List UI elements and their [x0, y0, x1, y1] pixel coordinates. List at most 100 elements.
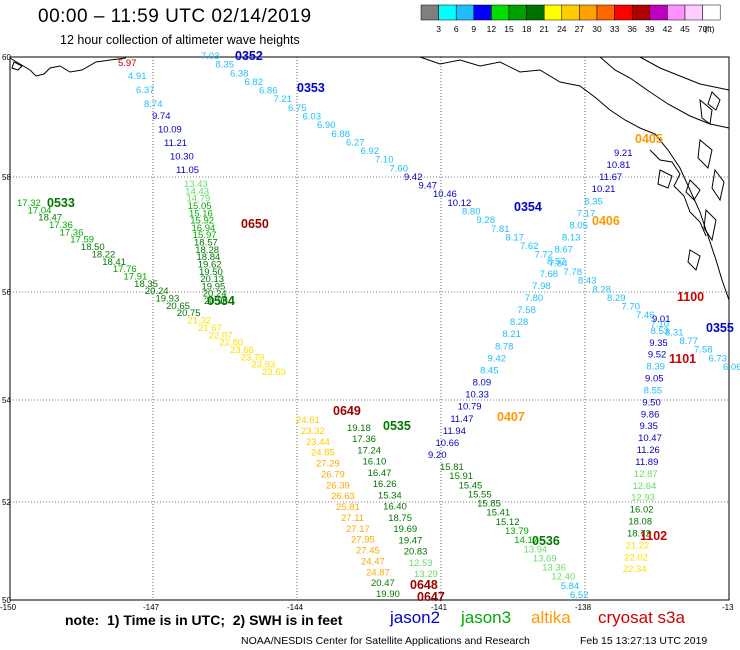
wave-value: 12.40 [551, 572, 575, 583]
track-label: 0354 [514, 200, 542, 214]
wave-value: 14.43 [185, 186, 209, 197]
track-label: 0649 [333, 404, 361, 418]
footer-note: note: 1) Time is in UTC; 2) SWH is in fe… [65, 612, 343, 628]
wave-value: 19.62 [198, 259, 222, 270]
wave-value: 15.16 [189, 208, 213, 219]
wave-value: 17.59 [70, 235, 94, 246]
wave-value: 8.45 [480, 365, 499, 376]
color-scale-label: 33 [610, 24, 620, 34]
wave-value: 8.57 [547, 257, 566, 268]
wave-value: 10.33 [465, 390, 489, 401]
wave-value: 11.47 [450, 414, 473, 425]
wave-value: 10.46 [433, 189, 457, 200]
wave-value: 10.66 [435, 438, 459, 449]
wave-value: 15.55 [468, 489, 492, 500]
wave-value: 23.93 [251, 360, 275, 371]
track-label: 0533 [47, 196, 75, 210]
wave-value: 7.17 [577, 208, 596, 219]
lat-label: 50 [2, 596, 11, 605]
lon-label: -147 [143, 603, 160, 612]
wave-value: 22.34 [623, 564, 647, 575]
wave-value: 8.77 [680, 336, 699, 347]
wave-value: 6.73 [709, 353, 728, 364]
wave-value: 18.47 [38, 213, 62, 224]
wave-value: 6.75 [288, 103, 307, 114]
wave-value: 15.41 [486, 508, 510, 519]
track-label: 0405 [635, 132, 663, 146]
color-scale-label: 45 [680, 24, 690, 34]
legend-jason2: jason2 [390, 608, 441, 627]
wave-value: 16.26 [373, 479, 397, 490]
graticule [10, 57, 729, 600]
wave-value: 17.91 [124, 271, 148, 282]
wave-value: 27.45 [356, 546, 380, 557]
wave-value: 7.80 [525, 293, 544, 304]
wave-value: 17.36 [60, 227, 84, 238]
wave-value: 7.72 [535, 250, 554, 261]
wave-value: 21.32 [187, 316, 211, 327]
wave-value: 8.78 [495, 341, 513, 352]
wave-value: 11.05 [176, 165, 199, 176]
wave-value: 8.74 [144, 99, 163, 110]
wave-value: 16.47 [368, 468, 392, 479]
wave-value: 8.17 [506, 232, 525, 243]
wave-value: 9.21 [614, 148, 633, 159]
wave-value: 6.38 [230, 68, 249, 79]
color-scale-label: 18 [522, 24, 532, 34]
wave-value: 7.10 [375, 155, 394, 166]
track-label: 0647 [417, 590, 445, 604]
wave-value: 15.34 [378, 490, 402, 501]
wave-value: 9.86 [641, 409, 660, 420]
wave-value: 20.24 [145, 286, 169, 297]
track-label: 1100 [677, 290, 704, 304]
wave-value: 9.35 [649, 338, 668, 349]
wave-value: 8.21 [502, 329, 521, 340]
wave-value: 9.28 [477, 215, 496, 226]
wave-value: 4.91 [128, 71, 147, 82]
wave-value: 5.84 [561, 581, 580, 592]
wave-value: 17.32 [17, 198, 41, 209]
wave-value: 18.08 [628, 517, 652, 528]
lon-label: -13 [722, 603, 734, 612]
wave-value: 23.63 [262, 367, 286, 378]
color-scale-label: 39 [645, 24, 655, 34]
wave-value: 7.98 [532, 281, 551, 292]
wave-value: 6.90 [317, 120, 336, 131]
wave-value: 20.47 [371, 578, 395, 589]
wave-value: 14.79 [187, 194, 211, 205]
wave-value: 8.35 [216, 60, 235, 71]
wave-value: 6.88 [332, 129, 351, 140]
wave-value: 8.35 [584, 196, 603, 207]
map-frame [9, 56, 730, 601]
wave-value: 18.50 [81, 242, 105, 253]
color-scale-label: (ft) [704, 24, 715, 34]
wave-value: 11.89 [635, 457, 658, 468]
wave-value: 26.39 [326, 480, 350, 491]
wave-value: 10.09 [158, 125, 182, 136]
wave-value: 7.62 [520, 241, 539, 252]
wave-value: 11.67 [599, 172, 622, 183]
wave-value: 19.93 [155, 294, 179, 305]
wave-value: 10.79 [458, 402, 482, 413]
wave-value: 16.02 [630, 505, 654, 516]
wave-value: 12.53 [409, 558, 433, 569]
wave-value: 14.17 [514, 535, 538, 546]
wave-value: 8.67 [554, 245, 573, 256]
wave-value: 9.20 [428, 450, 447, 461]
wave-value: 7.60 [390, 163, 409, 174]
wave-value: 8.13 [562, 233, 581, 244]
legend-jason3: jason3 [461, 608, 512, 627]
track-label: 0406 [592, 214, 620, 228]
wave-value: 15.12 [496, 517, 520, 528]
wave-value: 7.58 [694, 345, 713, 356]
wave-value: 15.92 [190, 216, 214, 227]
wave-value: 24.47 [361, 556, 385, 567]
lat-label: 58 [2, 173, 11, 182]
wave-value: 6.27 [346, 137, 365, 148]
wave-value: 16.40 [383, 502, 407, 513]
wave-value: 8.29 [607, 293, 626, 304]
wave-value: 25.81 [336, 502, 360, 513]
wave-value: 10.47 [638, 433, 662, 444]
track-label: 0535 [383, 419, 411, 433]
